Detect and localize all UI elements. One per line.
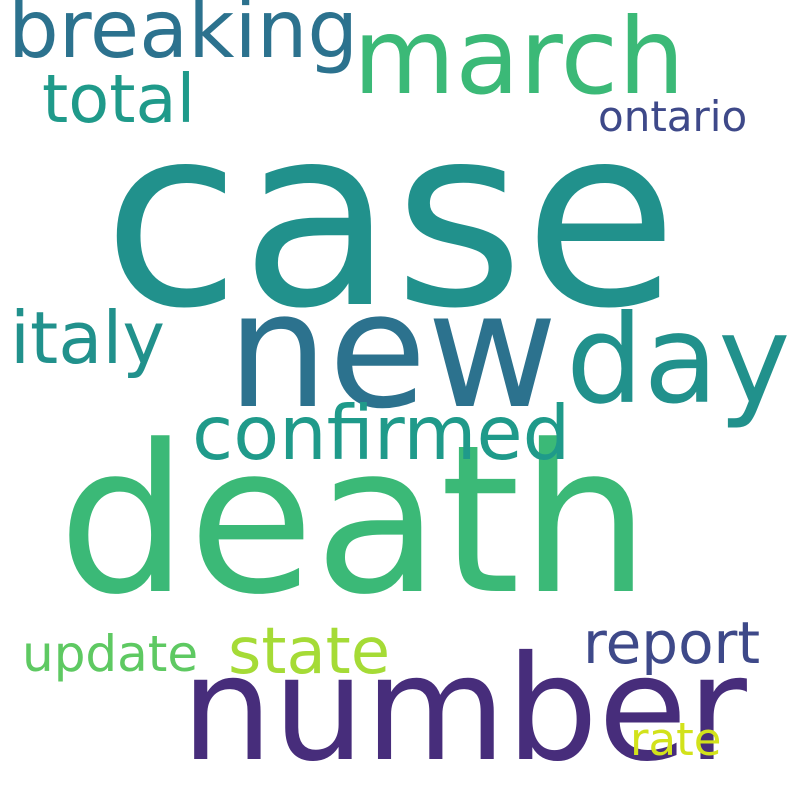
word-ontario: ontario [598, 92, 748, 141]
word-confirmed: confirmed [192, 389, 571, 477]
word-new: new [227, 257, 558, 444]
word-rate: rate [630, 713, 722, 766]
word-update: update [22, 625, 199, 683]
word-breaking: breaking [8, 0, 359, 76]
word-number: number [181, 625, 747, 794]
word-report: report [583, 609, 761, 677]
word-death: death [58, 402, 651, 640]
word-total: total [42, 60, 196, 138]
word-march: march [353, 0, 685, 118]
word-italy: italy [10, 296, 165, 380]
word-state: state [228, 615, 391, 689]
word-day: day [566, 289, 791, 431]
word-case: case [103, 72, 678, 363]
